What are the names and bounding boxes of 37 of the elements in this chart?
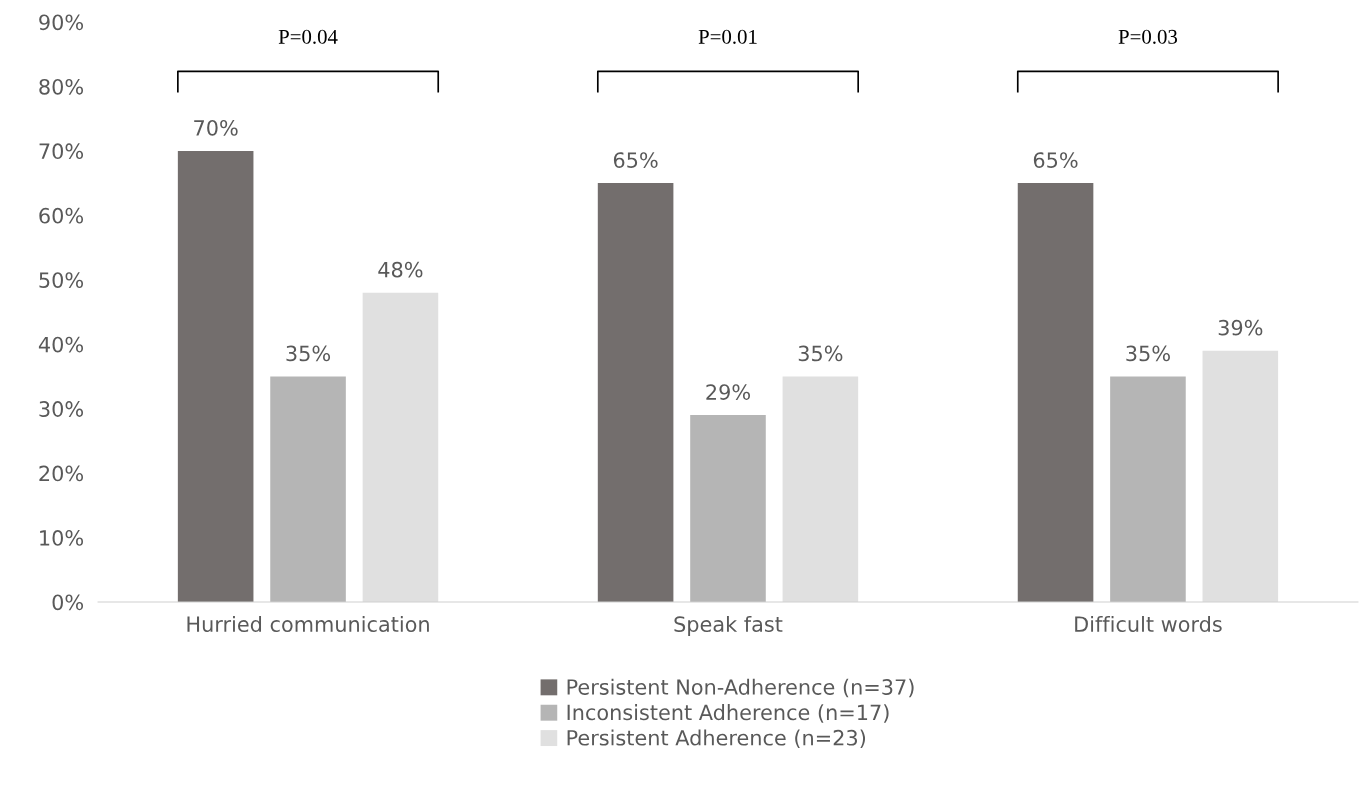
data-label: 35% (1126, 345, 1170, 362)
y-tick-label: 50% (39, 272, 84, 288)
legend-label: Persistent Non-Adherence (n=37) (567, 678, 914, 698)
annotation: P=0.03 (1118, 29, 1178, 44)
data-label: 48% (378, 261, 423, 278)
bar (597, 183, 674, 602)
bar (690, 415, 766, 602)
y-tick-label: 30% (39, 401, 84, 417)
bar (1110, 376, 1186, 602)
y-tick-label: 80% (39, 78, 84, 95)
x-tick-label: Speak fast (674, 615, 783, 637)
x-tick-label: Difficult words (1075, 615, 1222, 633)
y-tick-label: 10% (40, 530, 84, 546)
y-tick-label: 0% (52, 594, 84, 611)
bar (177, 150, 254, 602)
data-label: 29% (706, 384, 750, 400)
legend-label: Persistent Adherence (n=23) (567, 729, 866, 749)
bar (362, 292, 439, 602)
data-label: 39% (1218, 319, 1263, 336)
data-label: 35% (798, 345, 843, 362)
annotation: P=0.01 (698, 29, 757, 44)
bar (1017, 183, 1094, 602)
y-tick-label: 60% (39, 207, 84, 224)
data-label: 65% (613, 152, 658, 168)
x-tick-label: Hurried communication (187, 615, 429, 633)
y-tick-label: 70% (39, 143, 84, 160)
y-tick-label: 90% (39, 14, 84, 31)
bar (270, 376, 346, 602)
legend-label: Inconsistent Adherence (n=17) (567, 704, 889, 723)
bar (782, 376, 859, 602)
annotation: P=0.04 (278, 29, 338, 44)
y-tick-label: 20% (39, 465, 84, 482)
data-label: 35% (286, 345, 331, 362)
data-label: 70% (194, 119, 238, 136)
y-tick-label: 40% (38, 336, 84, 353)
bar (1202, 350, 1279, 602)
data-label: 65% (1033, 152, 1078, 168)
